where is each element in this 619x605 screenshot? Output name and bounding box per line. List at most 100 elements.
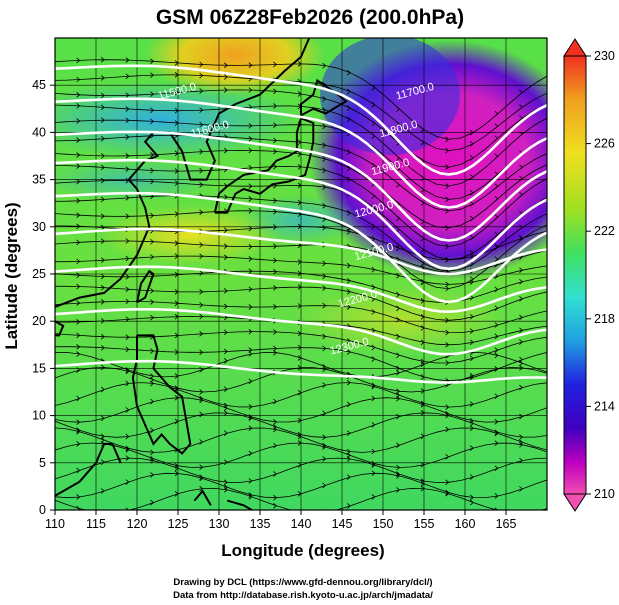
streamline-arrow <box>125 255 130 262</box>
streamline-arrow <box>494 333 499 340</box>
x-tick-label: 150 <box>373 517 394 531</box>
streamline-arrow <box>371 266 376 273</box>
streamline-arrow <box>125 407 130 413</box>
streamline-arrow <box>519 278 524 285</box>
streamline-arrow <box>150 72 155 78</box>
streamline-arrow <box>519 509 520 510</box>
streamline-arrow <box>273 257 278 264</box>
streamline-arrow <box>248 147 253 154</box>
streamline-arrow <box>100 364 105 371</box>
height-contour <box>55 130 547 242</box>
streamline-arrow <box>248 122 253 129</box>
streamline-arrow <box>100 273 105 280</box>
streamline-arrow <box>519 89 524 96</box>
streamline-arrow <box>469 420 474 427</box>
x-axis-ticks: 110 115 120 125 130 135 140 145 150 155 160 165 <box>45 510 516 531</box>
streamline-arrow <box>248 135 253 142</box>
streamline-arrow <box>199 270 204 276</box>
streamline-arrow <box>248 425 253 431</box>
streamline-arrow <box>199 474 204 481</box>
streamline-arrow <box>76 467 81 474</box>
streamline-arrow <box>125 92 130 99</box>
streamline-arrow <box>100 318 105 324</box>
streamline-arrow <box>346 149 351 156</box>
y-axis-ticks: 0 5 10 15 20 25 30 35 40 45 <box>32 78 55 517</box>
streamline-arrow <box>199 61 204 68</box>
streamline-arrow <box>494 347 499 353</box>
x-tick-label: 145 <box>332 517 353 531</box>
colorbar-tick-label: 210 <box>594 487 615 501</box>
streamline-arrow <box>76 272 81 279</box>
streamline-arrow <box>273 197 278 204</box>
streamline-arrow <box>248 196 253 202</box>
streamline-arrow <box>494 243 499 250</box>
y-tick-label: 15 <box>32 361 46 375</box>
streamline-arrow <box>396 464 401 471</box>
streamline-arrow <box>346 503 351 509</box>
streamline-arrow <box>100 386 105 393</box>
streamline-arrow <box>101 509 102 510</box>
streamline-arrow <box>199 107 204 113</box>
streamline-arrow <box>76 494 81 500</box>
streamline-arrow <box>445 285 450 292</box>
streamline-arrow <box>346 304 351 310</box>
streamline-arrow <box>322 442 327 449</box>
streamline-arrow <box>396 242 401 249</box>
coastline <box>226 499 254 510</box>
x-tick-label: 140 <box>291 517 312 531</box>
streamline-arrow <box>273 419 278 425</box>
streamline-arrow <box>150 299 155 305</box>
streamline-arrow <box>445 147 450 154</box>
streamline-arrow <box>494 171 499 178</box>
streamline-arrow <box>494 419 499 425</box>
streamline-arrow <box>223 183 228 189</box>
streamline-arrow <box>150 167 155 174</box>
colorbar-tick-label: 226 <box>594 137 615 151</box>
streamline-arrow <box>125 479 130 485</box>
streamline-arrow <box>199 349 204 356</box>
streamline-arrow <box>346 401 351 408</box>
streamline-arrow <box>125 238 130 244</box>
streamline-arrow <box>494 183 499 190</box>
streamline-arrow <box>100 92 105 99</box>
streamline-arrow <box>371 236 376 242</box>
x-tick-label: 155 <box>414 517 435 531</box>
streamline-arrow <box>396 487 401 493</box>
streamline-arrow <box>322 434 327 441</box>
streamline-arrow <box>322 167 327 174</box>
streamline-arrow <box>223 487 228 493</box>
streamline-arrow <box>469 355 474 362</box>
height-contour <box>55 97 547 209</box>
streamline-arrow <box>519 457 524 464</box>
streamline-arrow <box>273 182 278 189</box>
streamline-arrow <box>494 366 499 372</box>
streamline-arrow <box>223 348 228 355</box>
streamline-arrow <box>469 425 474 432</box>
chart-title: GSM 06Z28Feb2026 (200.0hPa) <box>156 6 464 29</box>
x-tick-label: 135 <box>250 517 271 531</box>
height-contour <box>55 158 547 271</box>
streamline-arrow <box>223 303 228 310</box>
streamline-arrow <box>322 345 327 352</box>
streamline-arrow <box>346 88 351 95</box>
streamline-arrow <box>494 135 499 142</box>
streamline-arrow <box>371 448 376 455</box>
streamline-arrow <box>519 439 524 446</box>
streamline-arrow <box>150 427 155 434</box>
streamline-arrow <box>273 349 278 356</box>
streamline-arrow <box>322 382 327 388</box>
colorbar: 230 226 222 218 214 210 <box>563 38 615 512</box>
streamline-arrow <box>469 328 474 334</box>
coastline <box>136 269 155 304</box>
streamline-arrow <box>248 256 253 262</box>
credit-data: Data from http://database.rish.kyoto-u.a… <box>173 590 433 601</box>
streamline-arrow <box>150 348 155 354</box>
streamline-arrow <box>494 286 499 293</box>
streamline-arrow <box>322 123 327 130</box>
streamline-arrow <box>125 380 130 387</box>
streamline-arrow <box>322 107 327 113</box>
streamline-arrow <box>248 165 253 171</box>
streamline-arrow <box>125 286 130 293</box>
streamline-arrow <box>273 284 278 291</box>
streamline-arrow <box>371 344 376 351</box>
